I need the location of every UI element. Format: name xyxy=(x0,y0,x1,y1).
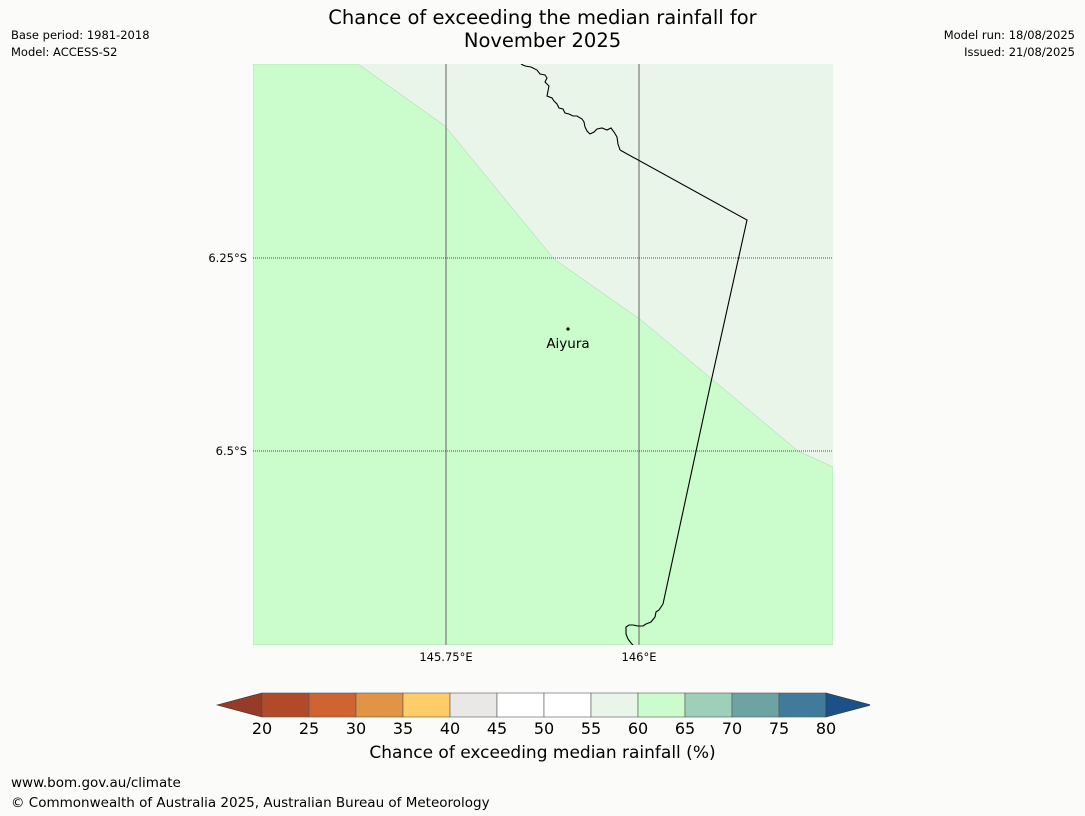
coastline-north xyxy=(520,64,621,151)
footer-url: www.bom.gov.au/climate xyxy=(11,775,181,791)
colorbar-tick-label: 55 xyxy=(580,719,602,738)
colorbar xyxy=(216,692,870,718)
colorbar-tick-label: 65 xyxy=(674,719,696,738)
title-line-1: Chance of exceeding the median rainfall … xyxy=(328,6,757,29)
colorbar-tick-label: 20 xyxy=(251,719,273,738)
colorbar-bin xyxy=(684,692,733,718)
colorbar-label: Chance of exceeding median rainfall (%) xyxy=(369,743,716,763)
colorbar-bin xyxy=(449,692,498,718)
footer-copyright: © Commonwealth of Australia 2025, Austra… xyxy=(11,795,490,811)
colorbar-bin xyxy=(496,692,545,718)
colorbar-tick-label: 40 xyxy=(439,719,461,738)
map-svg xyxy=(253,64,833,645)
border-line xyxy=(619,149,748,605)
colorbar-bin xyxy=(778,692,827,718)
map-panel xyxy=(253,64,833,645)
colorbar-extend-low xyxy=(216,692,263,718)
colorbar-bin xyxy=(261,692,310,718)
colorbar-extend-high xyxy=(825,692,870,718)
issued-date: Issued: 21/08/2025 xyxy=(964,45,1075,59)
longitude-label: 145.75°E xyxy=(419,650,473,664)
colorbar-tick-label: 35 xyxy=(392,719,414,738)
latitude-label: 6.5°S xyxy=(215,444,247,458)
colorbar-tick-label: 30 xyxy=(345,719,367,738)
colorbar-bin xyxy=(308,692,357,718)
colorbar-tick-label: 80 xyxy=(815,719,837,738)
meta-left: Base period: 1981-2018 Model: ACCESS-S2 xyxy=(11,27,150,61)
model-name: Model: ACCESS-S2 xyxy=(11,45,118,59)
colorbar-tick-label: 45 xyxy=(486,719,508,738)
longitude-label: 146°E xyxy=(621,650,657,664)
latitude-label: 6.25°S xyxy=(208,251,247,265)
colorbar-bin xyxy=(637,692,686,718)
coastline-south xyxy=(625,603,664,645)
colorbar-tick-label: 50 xyxy=(533,719,555,738)
colorbar-tick-label: 70 xyxy=(721,719,743,738)
colorbar-tick-label: 75 xyxy=(768,719,790,738)
title-line-2: November 2025 xyxy=(463,29,622,52)
colorbar-bin xyxy=(543,692,592,718)
colorbar-tick-label: 60 xyxy=(627,719,649,738)
colorbar-bin xyxy=(355,692,404,718)
chart-title: Chance of exceeding the median rainfall … xyxy=(0,6,1085,52)
colorbar-tick-label: 25 xyxy=(298,719,320,738)
colorbar-bin xyxy=(590,692,639,718)
aiyura-marker xyxy=(566,327,570,331)
model-run: Model run: 18/08/2025 xyxy=(943,28,1075,42)
colorbar-bin xyxy=(402,692,451,718)
base-period: Base period: 1981-2018 xyxy=(11,28,150,42)
meta-right: Model run: 18/08/2025 Issued: 21/08/2025 xyxy=(944,27,1075,61)
zone-60-65 xyxy=(253,64,833,645)
colorbar-bin xyxy=(731,692,780,718)
colorbar-segments xyxy=(216,692,870,718)
aiyura-label: Aiyura xyxy=(546,336,590,352)
